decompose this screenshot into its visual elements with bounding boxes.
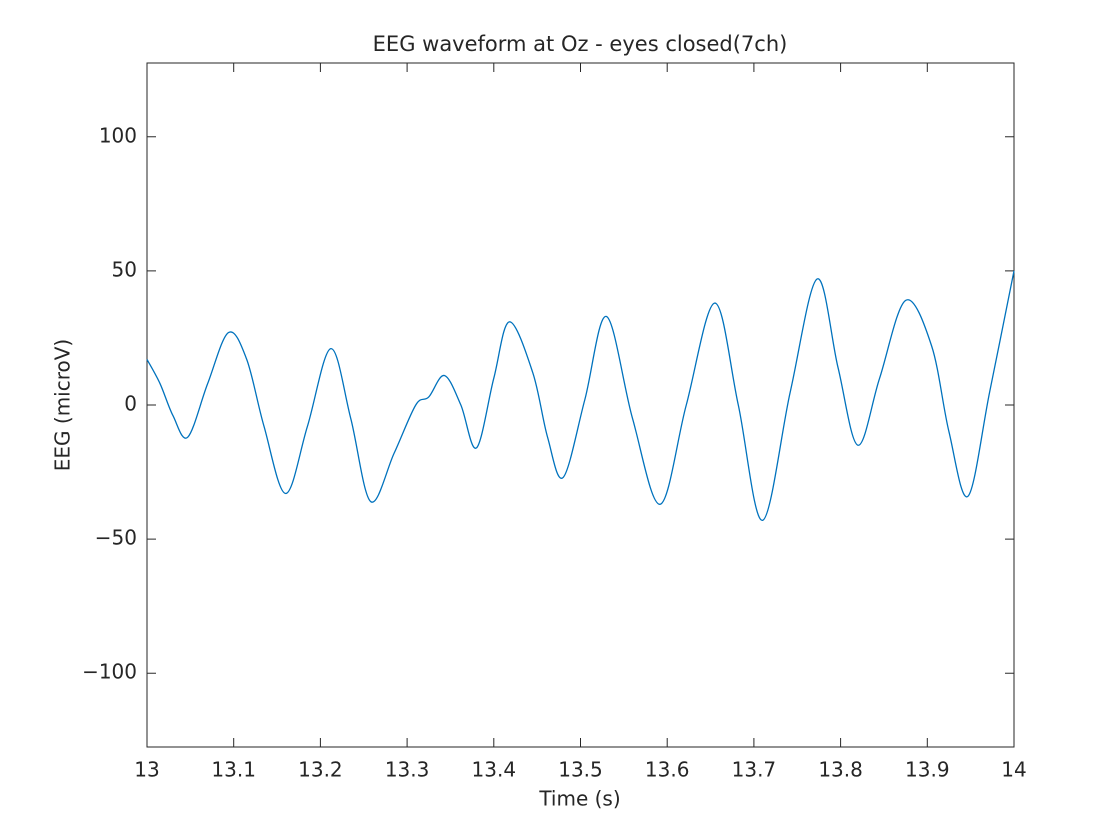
x-tick-label: 13.5	[558, 758, 603, 782]
x-tick-label: 13.6	[645, 758, 690, 782]
x-tick-label: 13.4	[472, 758, 517, 782]
x-tick-label: 13.1	[211, 758, 256, 782]
y-tick-label: −100	[82, 660, 137, 684]
y-tick-label: −50	[95, 526, 137, 550]
plot-frame	[146, 62, 1015, 748]
y-tick-label: 100	[99, 123, 137, 147]
x-tick-label: 13.3	[385, 758, 430, 782]
chart-title: EEG waveform at Oz - eyes closed(7ch)	[373, 32, 788, 56]
x-tick-label: 13.2	[298, 758, 343, 782]
y-tick-label: 50	[112, 257, 137, 281]
y-axis-label: EEG (microV)	[51, 339, 75, 471]
x-tick-label: 13.7	[732, 758, 777, 782]
y-tick-label: 0	[124, 392, 137, 416]
x-tick-label: 13.9	[905, 758, 950, 782]
line-series	[146, 270, 1015, 521]
x-axis-label: Time (s)	[538, 787, 620, 811]
x-tick-label: 14	[1001, 758, 1026, 782]
x-tick-label: 13	[134, 758, 159, 782]
x-tick-label: 13.8	[818, 758, 863, 782]
